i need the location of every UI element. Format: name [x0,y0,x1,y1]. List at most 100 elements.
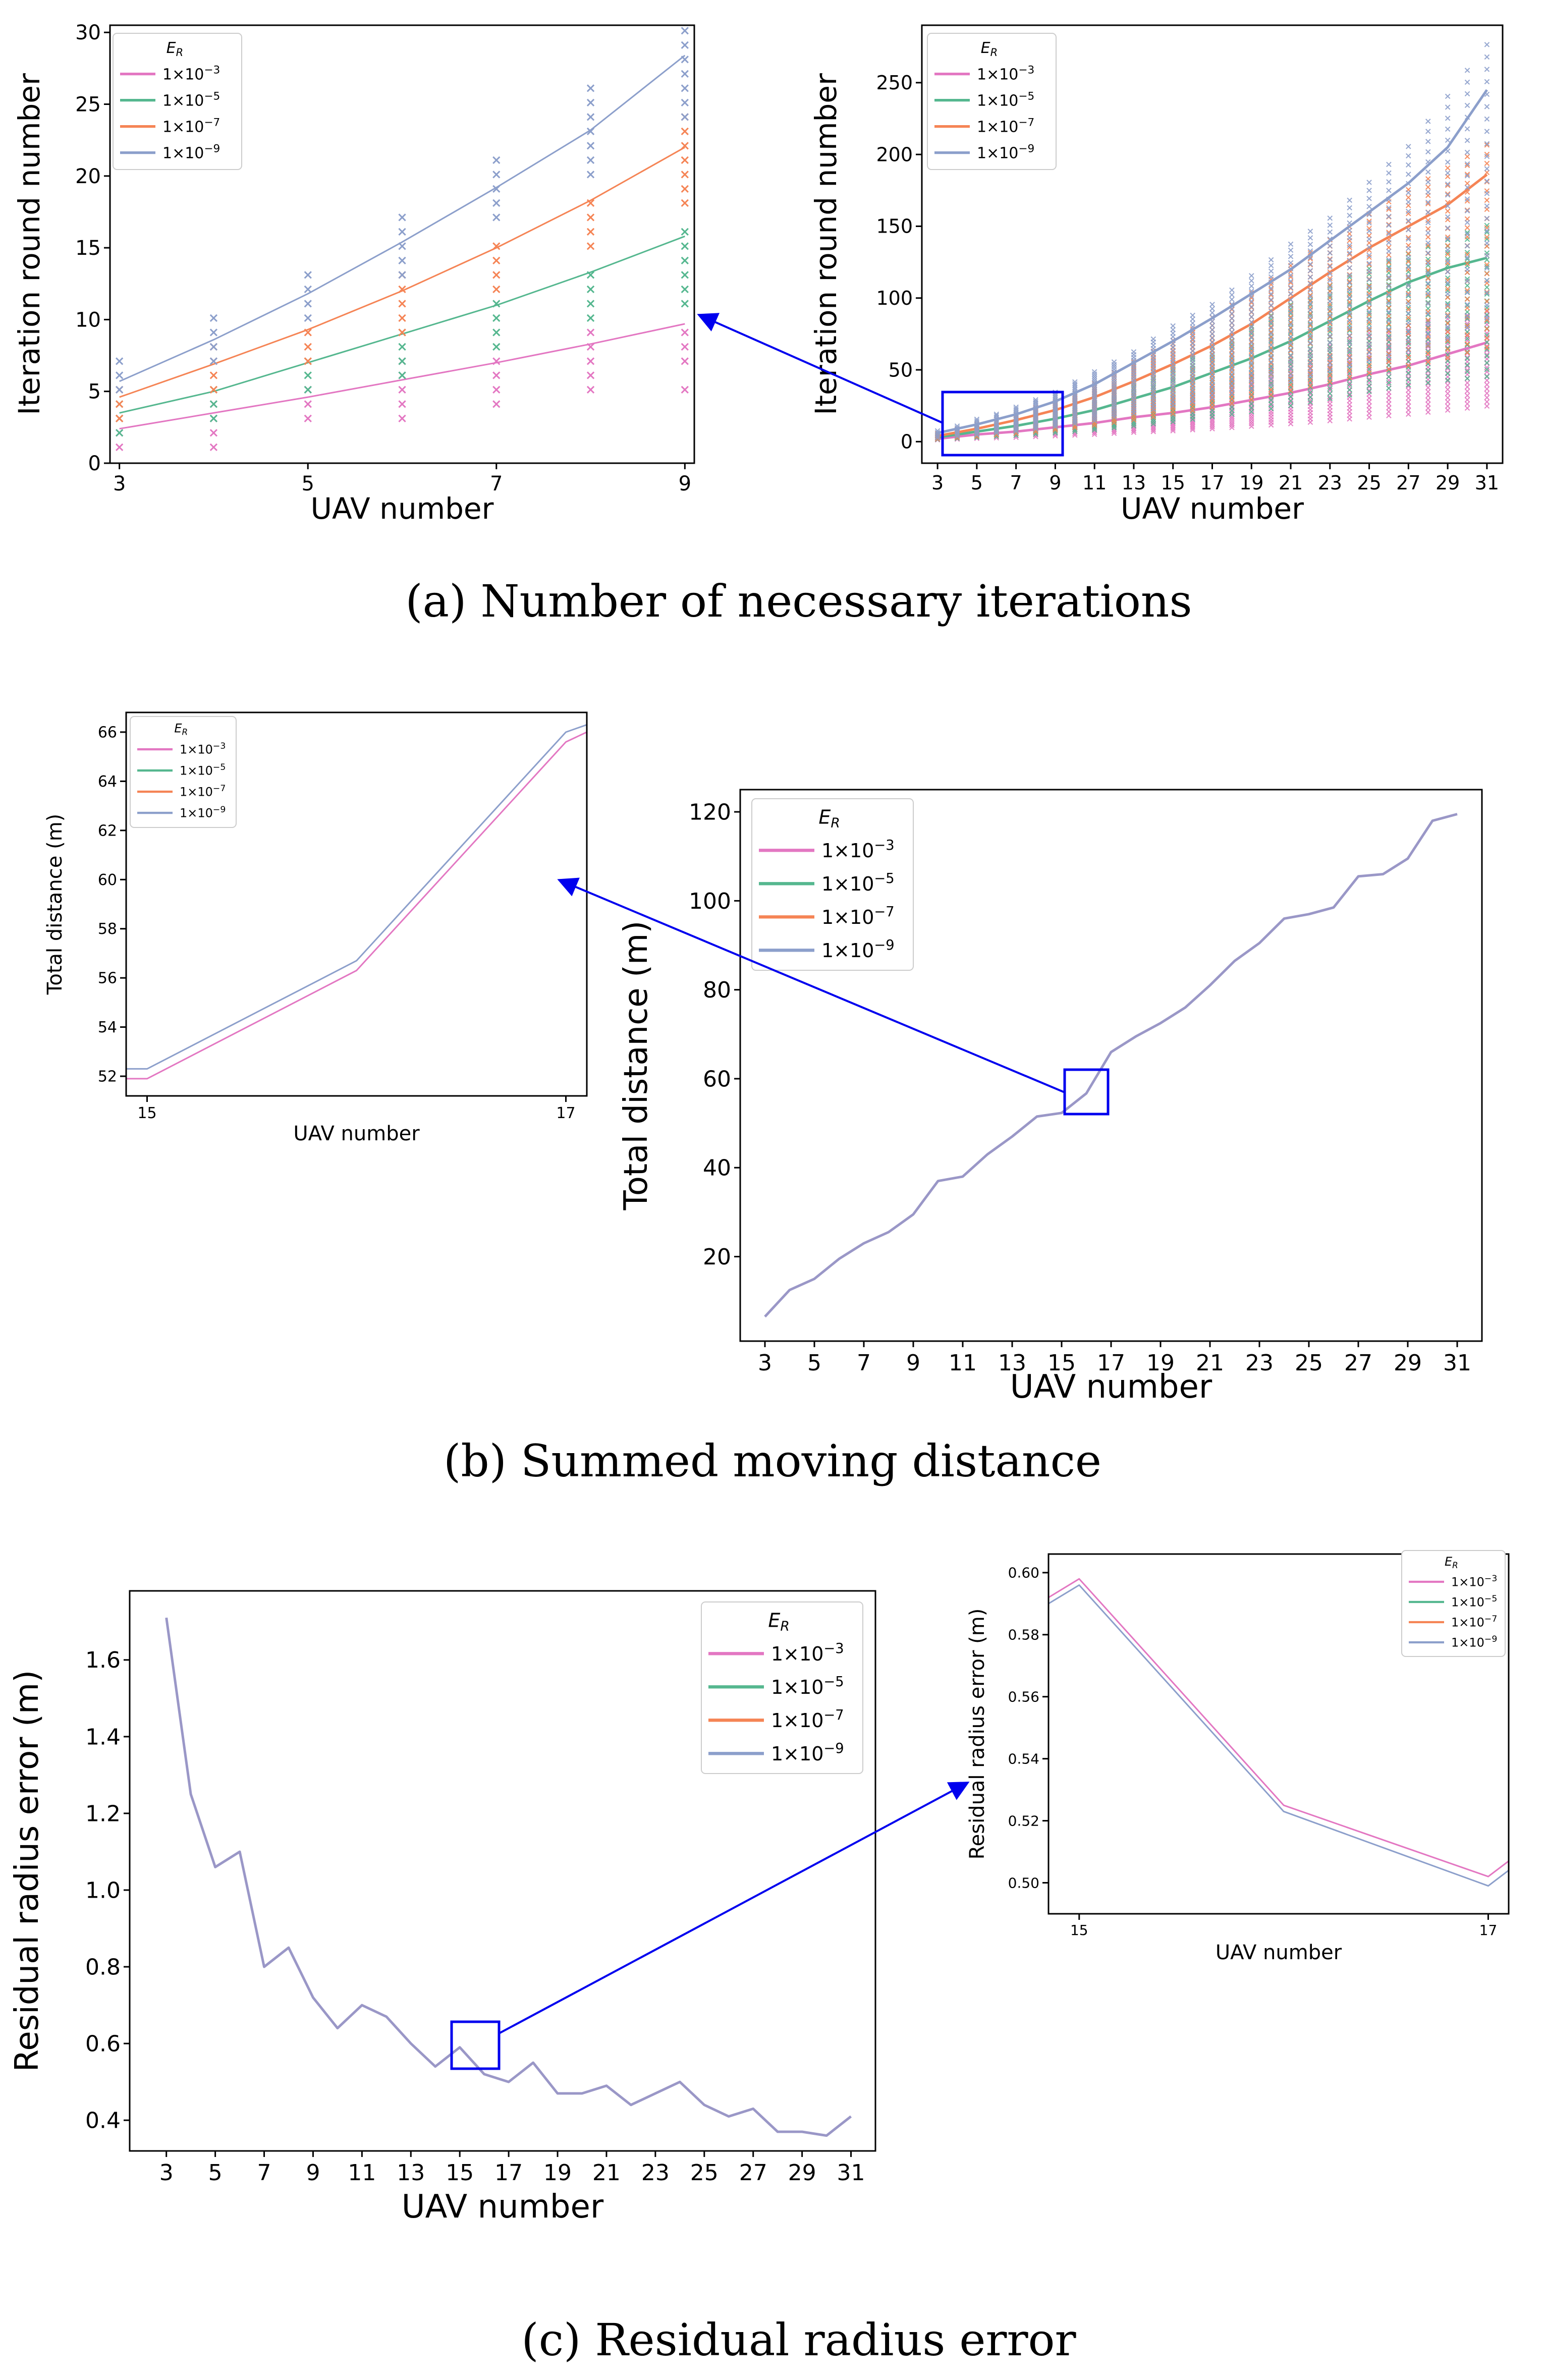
data-point-marker: × [1130,406,1137,417]
data-point-marker: × [1365,286,1373,296]
data-point-marker: × [1248,402,1255,412]
data-point-marker: × [1012,423,1020,433]
data-point-marker: × [1444,359,1452,370]
data-point-marker: × [1130,407,1137,418]
data-point-marker: × [1149,374,1157,384]
data-point-marker: × [1111,404,1118,414]
data-point-marker: × [1248,364,1255,374]
data-point-marker: × [1365,177,1373,188]
data-point-marker: × [1424,288,1432,299]
data-point-marker: × [1483,351,1491,361]
data-point-marker: × [491,368,502,383]
data-point-marker: × [1306,404,1314,415]
data-point-marker: × [397,368,408,383]
data-point-marker: × [1424,378,1432,389]
y-tick-label: 25 [75,93,101,117]
data-point-marker: × [1463,241,1471,251]
data-point-marker: × [1424,318,1432,329]
data-point-marker: × [397,354,408,369]
data-point-marker: × [1248,378,1255,389]
data-point-marker: × [1483,366,1491,377]
data-point-marker: × [1424,377,1432,388]
data-point-marker: × [1032,429,1039,439]
legend-title-symbol: E [174,722,182,736]
y-tick-label: 1.0 [85,1877,121,1903]
data-point-marker: × [1052,427,1059,438]
data-point-marker: × [1346,379,1353,390]
data-point-marker: × [1287,313,1294,323]
data-point-marker: × [1208,393,1216,403]
data-point-marker: × [1483,332,1491,343]
data-point-marker: × [1424,303,1432,314]
data-point-marker: × [1346,356,1353,367]
legend-entry-3: 1×10−9 [162,142,220,162]
data-point-marker: × [1405,381,1412,392]
data-point-marker: × [1346,283,1353,293]
data-point-marker: × [1424,359,1432,369]
data-point-marker: × [1208,381,1216,392]
y-tick-label: 120 [689,799,731,825]
legend-entry-exponent: −7 [213,784,226,794]
data-point-marker: × [1424,291,1432,302]
data-point-marker: × [1032,422,1039,432]
y-tick-label: 56 [98,970,117,987]
data-point-marker: × [1287,371,1294,382]
data-point-marker: × [1248,411,1255,422]
data-point-marker: × [1052,422,1059,433]
data-point-marker: × [302,382,313,398]
data-point-marker: × [1189,397,1196,408]
y-tick-label: 20 [703,1244,731,1270]
data-point-marker: × [1444,273,1452,284]
data-point-marker: × [1208,395,1216,405]
data-point-marker: × [1149,406,1157,416]
data-point-marker: × [1130,409,1137,420]
data-point-marker: × [1306,382,1314,393]
data-point-marker: × [1365,386,1373,397]
data-point-marker: × [1149,416,1157,426]
data-point-marker: × [1444,113,1452,124]
x-tick-label: 25 [690,2160,719,2186]
data-point-marker: × [1424,297,1432,308]
data-point-marker: × [1424,399,1432,409]
data-point-marker: × [1012,425,1020,435]
y-tick-label: 30 [75,21,101,44]
data-point-marker: × [1346,325,1353,336]
data-point-marker: × [1405,297,1412,307]
x-tick-label: 11 [1082,472,1107,494]
data-point-marker: × [114,425,125,440]
data-point-marker: × [1346,347,1353,358]
data-point-marker: × [1091,422,1098,433]
data-point-marker: × [1091,410,1098,421]
data-point-marker: × [1405,150,1412,161]
y-tick-label: 1.2 [85,1801,121,1826]
data-point-marker: × [1424,248,1432,258]
data-point-marker: × [1091,421,1098,432]
data-point-marker: × [1405,362,1412,372]
data-point-marker: × [1169,389,1177,399]
data-point-marker: × [1405,337,1412,347]
data-point-marker: × [1306,351,1314,361]
data-point-marker: × [679,109,690,125]
data-point-marker: × [1287,360,1294,370]
data-point-marker: × [1326,371,1334,382]
data-point-marker: × [1267,374,1275,384]
data-point-marker: × [1444,254,1452,264]
data-point-marker: × [1346,410,1353,421]
data-point-marker: × [1444,157,1452,168]
data-point-marker: × [679,325,690,340]
data-point-marker: × [1424,207,1432,218]
data-point-marker: × [1267,365,1275,376]
data-point-marker: × [208,382,219,398]
data-point-marker: × [1130,424,1137,434]
data-point-marker: × [1189,406,1196,416]
data-point-marker: × [1149,404,1157,414]
data-point-marker: × [1052,421,1059,431]
data-point-marker: × [1365,269,1373,280]
data-point-marker: × [302,382,313,398]
data-point-marker: × [1287,239,1294,249]
legend-entry-base: 1×10 [162,92,204,109]
data-point-marker: × [1267,385,1275,396]
data-point-marker: × [1346,368,1353,379]
data-point-marker: × [1248,419,1255,429]
data-point-marker: × [1326,337,1334,348]
